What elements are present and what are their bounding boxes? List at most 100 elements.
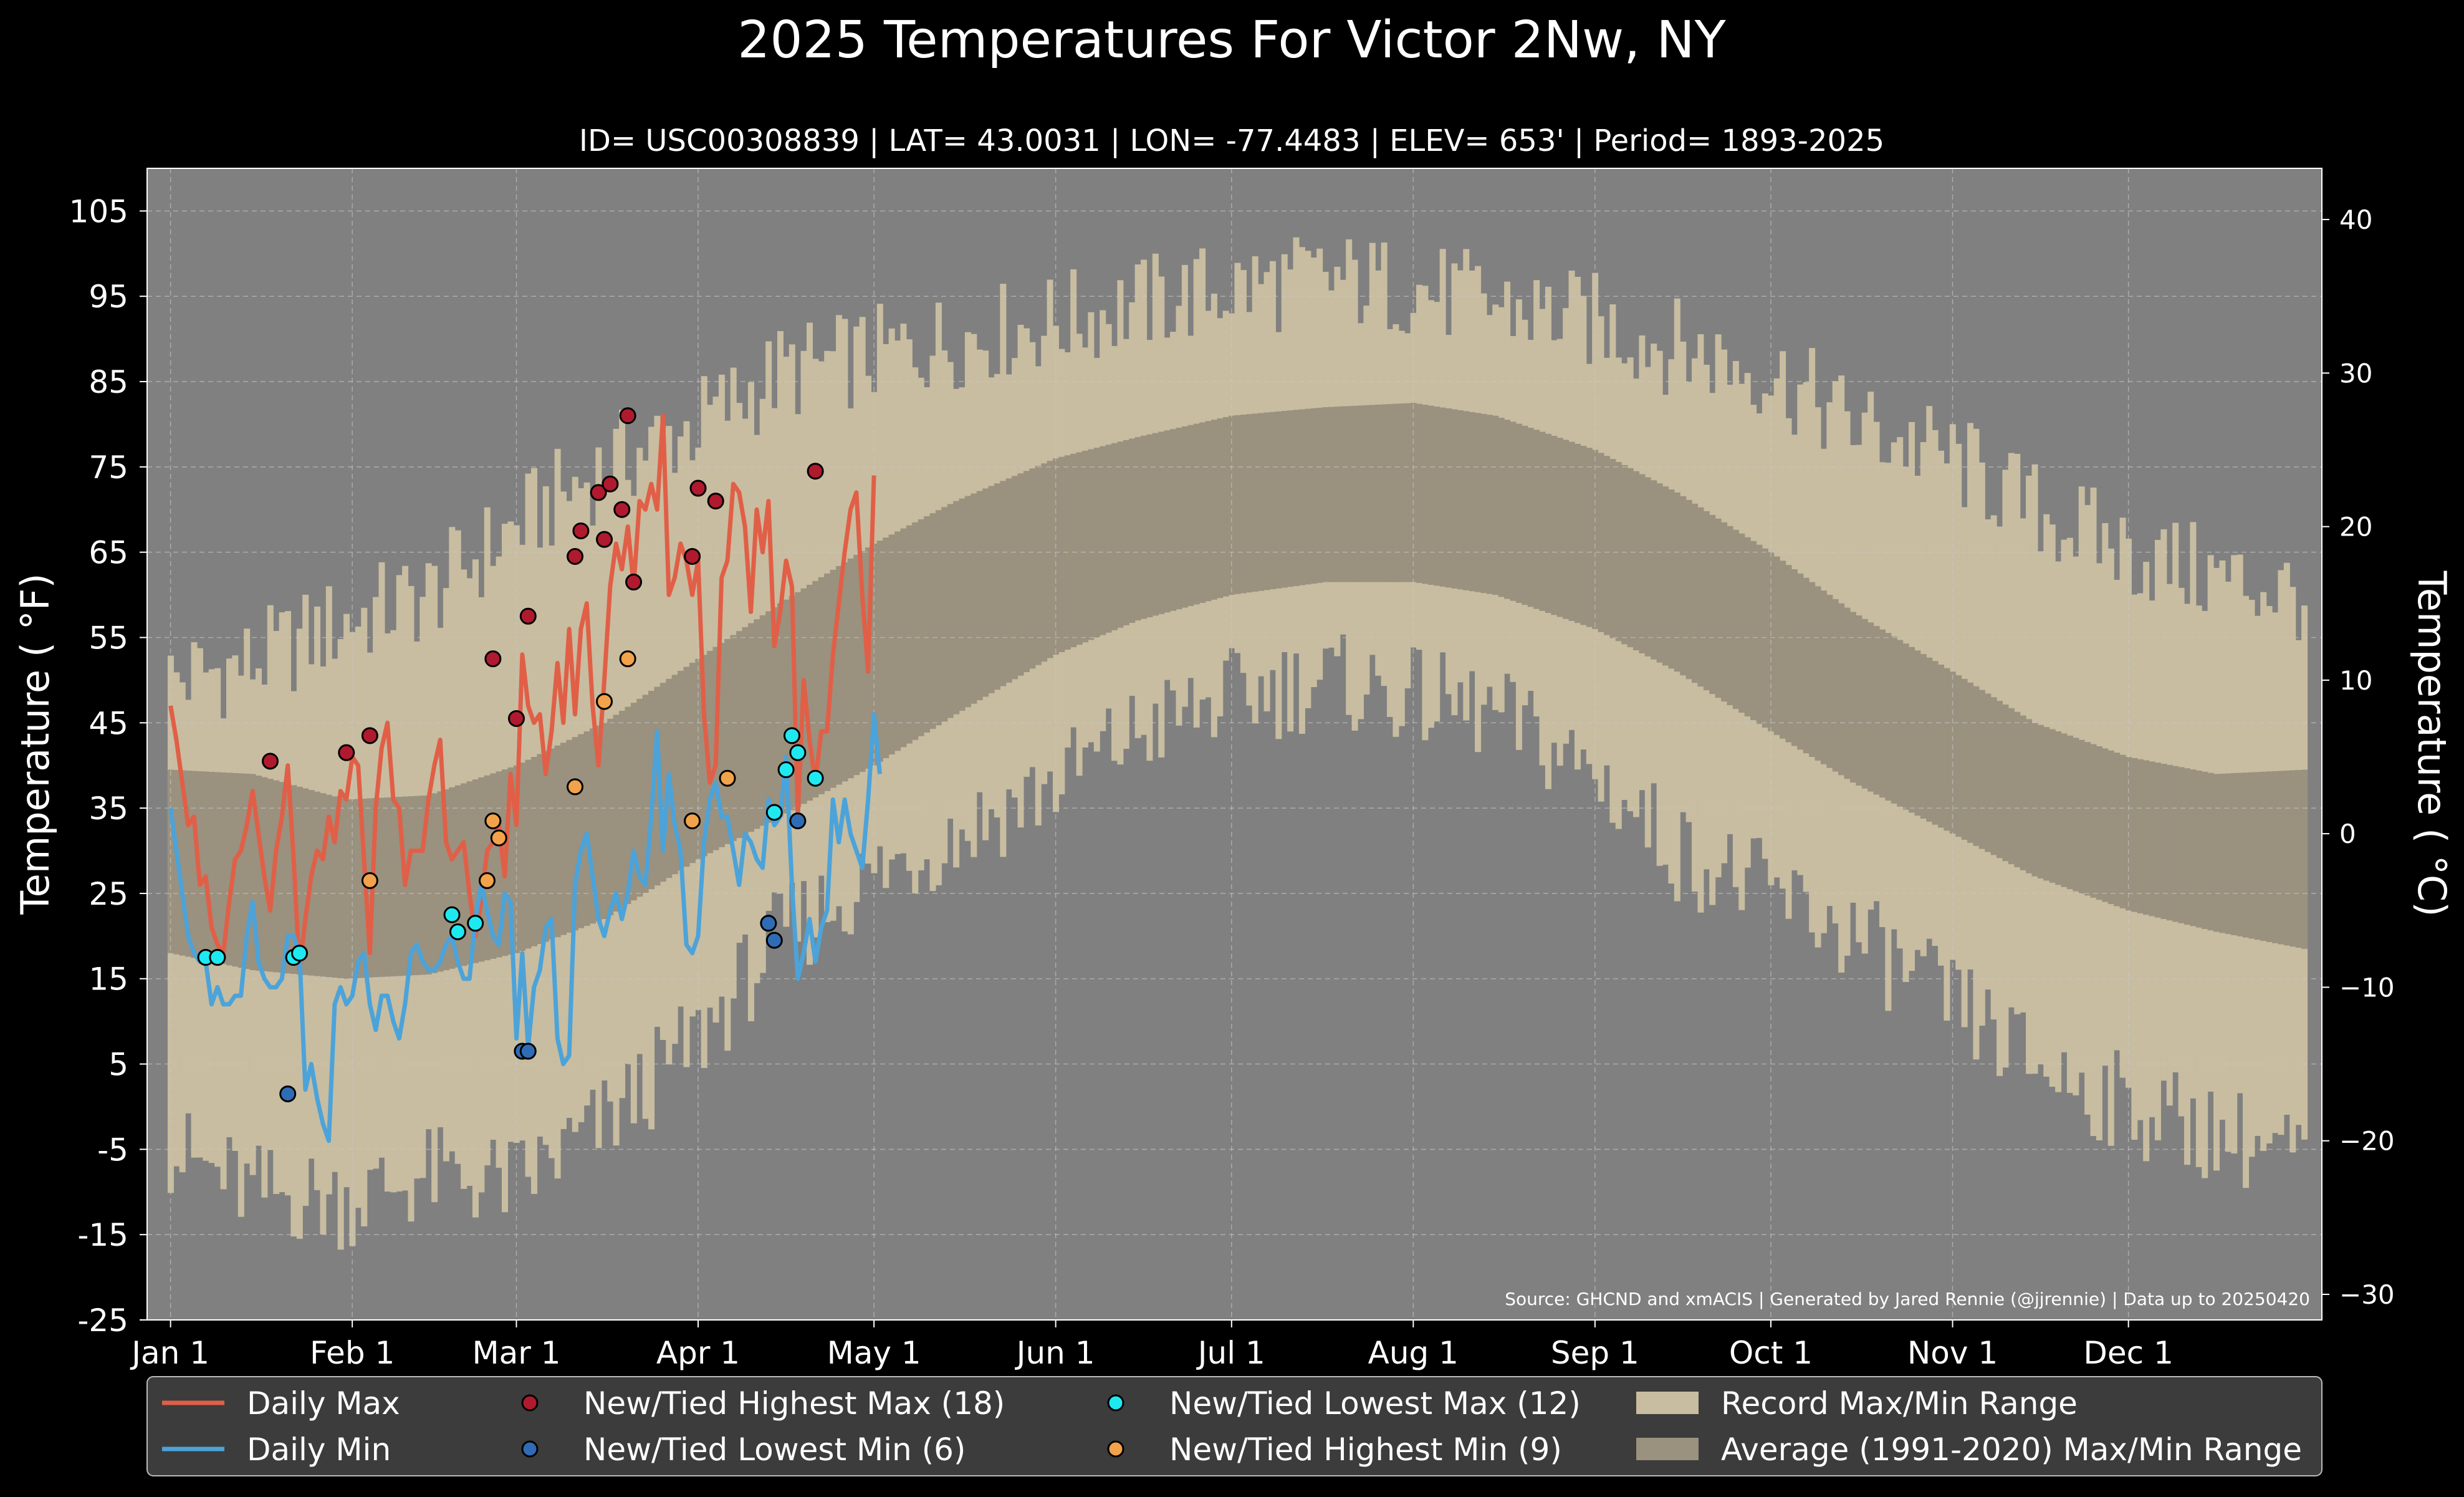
normal-range-bar bbox=[1141, 435, 1148, 619]
normal-range-bar bbox=[490, 773, 497, 959]
normal-range-bar bbox=[1750, 541, 1757, 721]
normal-range-bar bbox=[1263, 412, 1270, 590]
normal-range-bar bbox=[1826, 595, 1833, 768]
normal-range-bar bbox=[1041, 463, 1048, 662]
normal-range-bar bbox=[1269, 412, 1276, 590]
normal-range-bar bbox=[1047, 461, 1053, 658]
normal-range-bar bbox=[1258, 413, 1265, 591]
normal-range-bar bbox=[1997, 701, 2003, 859]
normal-range-bar bbox=[883, 537, 889, 758]
y-tick-label-right: 40 bbox=[2339, 205, 2372, 235]
normal-range-bar bbox=[1598, 453, 1604, 632]
normal-range-bar bbox=[378, 797, 385, 977]
normal-range-bar bbox=[625, 706, 631, 905]
normal-range-bar bbox=[1785, 565, 1792, 743]
normal-range-bar bbox=[542, 751, 549, 942]
normal-range-bar bbox=[1298, 409, 1305, 585]
y-tick-label: -25 bbox=[77, 1302, 128, 1339]
normal-range-bar bbox=[1580, 446, 1587, 625]
daily-lines bbox=[168, 413, 882, 1143]
normal-range-bar bbox=[2260, 771, 2267, 941]
normal-range-bar bbox=[1176, 428, 1182, 610]
normal-range-bar bbox=[203, 771, 209, 961]
record-marker bbox=[484, 812, 502, 830]
normal-range-bar bbox=[1897, 640, 1904, 807]
normal-range-bar bbox=[507, 767, 514, 955]
normal-range-bar bbox=[1656, 483, 1663, 663]
normal-range-bar bbox=[1439, 407, 1446, 587]
normal-range-bar bbox=[2283, 770, 2290, 946]
normal-range-bar bbox=[2278, 771, 2284, 945]
normal-range-bar bbox=[1393, 403, 1399, 582]
normal-range-bar bbox=[1533, 430, 1540, 609]
normal-range-bar bbox=[2195, 770, 2202, 928]
normal-range-bar bbox=[208, 771, 215, 962]
y-tick-label: 15 bbox=[89, 961, 128, 998]
normal-range-bar bbox=[1000, 481, 1007, 686]
legend-label: Daily Min bbox=[247, 1432, 391, 1468]
normal-range-bar bbox=[824, 573, 831, 791]
normal-range-bar bbox=[384, 797, 391, 977]
normal-range-bar bbox=[1463, 411, 1470, 590]
legend-label: New/Tied Highest Min (9) bbox=[1169, 1432, 1562, 1468]
record-marker bbox=[602, 475, 619, 493]
normal-range-bar bbox=[1193, 423, 1200, 605]
normal-range-bar bbox=[695, 658, 702, 860]
normal-range-bar bbox=[2236, 773, 2243, 936]
normal-range-bar bbox=[2114, 753, 2121, 907]
record-marker bbox=[338, 744, 355, 761]
normal-range-bar bbox=[255, 775, 262, 971]
normal-range-bar bbox=[947, 504, 954, 718]
normal-range-bar bbox=[1005, 478, 1012, 683]
normal-range-bar bbox=[2295, 770, 2302, 948]
legend-label: New/Tied Lowest Max (12) bbox=[1169, 1385, 1581, 1422]
normal-range-bar bbox=[1814, 586, 1821, 761]
record-marker bbox=[478, 872, 496, 889]
normal-range-bar bbox=[466, 781, 473, 965]
normal-range-bar bbox=[355, 799, 362, 978]
record-marker bbox=[613, 501, 631, 518]
normal-range-bar bbox=[619, 711, 626, 908]
normal-range-bar bbox=[1914, 650, 1921, 816]
normal-range-bar bbox=[1170, 429, 1177, 611]
normal-range-bar bbox=[2107, 750, 2114, 905]
record-marker bbox=[765, 804, 783, 821]
normal-range-bar bbox=[1715, 518, 1722, 698]
normal-range-bar bbox=[1275, 411, 1282, 589]
normal-range-bar bbox=[876, 541, 883, 762]
y-tick-label: 35 bbox=[89, 791, 128, 827]
record-marker bbox=[567, 548, 584, 566]
normal-range-bar bbox=[2219, 773, 2226, 933]
record-marker bbox=[519, 607, 537, 625]
normal-range-bar bbox=[2119, 754, 2126, 908]
normal-range-bar bbox=[1469, 412, 1475, 592]
y-axis-label-right: Temperature ( °C) bbox=[2409, 570, 2455, 917]
x-tick-label: Sep 1 bbox=[1551, 1335, 1639, 1371]
normal-range-bar bbox=[2078, 739, 2085, 893]
normal-range-bar bbox=[783, 599, 790, 814]
normal-range-bar bbox=[560, 743, 567, 935]
normal-range-bar bbox=[1100, 446, 1106, 635]
normal-range-bar bbox=[1404, 403, 1411, 582]
normal-range-bar bbox=[519, 763, 526, 951]
normal-range-bar bbox=[2131, 758, 2138, 912]
normal-range-bar bbox=[1451, 409, 1458, 589]
normal-range-bar bbox=[590, 728, 597, 924]
normal-range-bar bbox=[2037, 724, 2044, 878]
normal-range-bar bbox=[2137, 759, 2144, 913]
record-marker bbox=[361, 872, 378, 889]
normal-range-bar bbox=[1246, 414, 1253, 593]
normal-range-bar bbox=[1088, 449, 1095, 640]
normal-range-bar bbox=[496, 771, 502, 958]
normal-range-bar bbox=[771, 607, 778, 820]
normal-range-bar bbox=[953, 501, 960, 715]
daily-min-line bbox=[168, 712, 882, 1143]
y-tick-label-right: −20 bbox=[2339, 1126, 2395, 1157]
normal-range-bar bbox=[2160, 763, 2167, 919]
normal-range-bar bbox=[707, 650, 714, 854]
normal-range-bar bbox=[1556, 438, 1563, 617]
normal-range-bar bbox=[2026, 719, 2033, 874]
normal-range-bar bbox=[1639, 474, 1646, 653]
normal-range-bar bbox=[1662, 486, 1669, 666]
